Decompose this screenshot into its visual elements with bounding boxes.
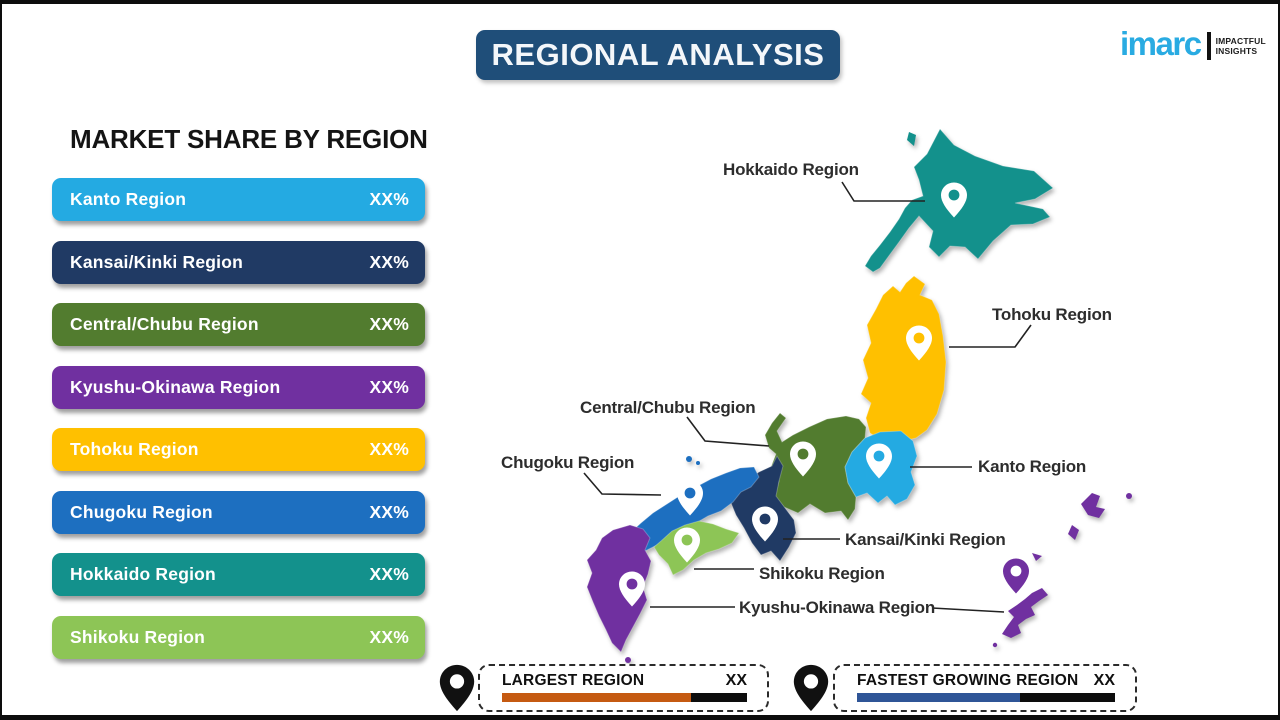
okinawa-pin-icon <box>1003 558 1029 594</box>
fastest-region-pin-icon <box>793 664 829 712</box>
region-label: Kyushu-Okinawa Region <box>70 376 281 397</box>
map-label-central-chubu: Central/Chubu Region <box>580 398 756 417</box>
kyushu-pin-icon <box>619 571 645 607</box>
okinawa-island-shape <box>1002 588 1048 638</box>
map-label-kansai-kinki: Kansai/Kinki Region <box>845 530 1006 549</box>
region-label: Kansai/Kinki Region <box>70 251 243 272</box>
market-share-row-kanto: Kanto Region XX% <box>52 178 425 221</box>
market-share-row-chubu: Central/Chubu Region XX% <box>52 303 425 346</box>
region-label: Central/Chubu Region <box>70 314 259 334</box>
okinawa-islet-shape <box>1032 553 1042 561</box>
largest-region-bar <box>502 693 747 702</box>
map-label-kyushu-okinawa: Kyushu-Okinawa Region <box>739 598 936 617</box>
region-label: Hokkaido Region <box>70 564 216 584</box>
region-value: XX% <box>369 251 409 272</box>
largest-region-legend: LARGEST REGION XX <box>478 664 769 712</box>
market-share-row-kansai: Kansai/Kinki Region XX% <box>52 240 425 284</box>
kyushu-islet-shape <box>625 657 631 663</box>
region-value: XX% <box>369 564 409 584</box>
hokkaido-pin-icon <box>941 182 967 218</box>
largest-region-label: LARGEST REGION <box>502 672 645 689</box>
region-label: Chugoku Region <box>70 501 213 522</box>
region-value: XX% <box>369 501 409 522</box>
market-share-row-kyushu: Kyushu-Okinawa Region XX% <box>52 365 425 409</box>
chubu-region-shape <box>764 412 867 521</box>
kanto-pin-icon <box>866 443 892 479</box>
amami-islands-shape <box>1081 493 1105 518</box>
largest-region-bar-fill <box>502 693 691 702</box>
logo-divider <box>1206 32 1211 60</box>
market-share-row-tohoku: Tohoku Region XX% <box>52 428 425 471</box>
kanto-region-shape <box>844 430 918 506</box>
tohoku-pin-icon <box>906 325 932 361</box>
fastest-region-bar-fill <box>857 693 1020 702</box>
largest-region-value: XX <box>725 672 747 689</box>
okinawa-islet-shape <box>992 642 998 648</box>
region-value: XX% <box>369 376 409 397</box>
logo-tagline-line2: INSIGHTS <box>1215 45 1258 56</box>
chugoku-region-shape <box>618 466 760 557</box>
shikoku-region-shape <box>653 520 740 576</box>
market-share-row-chugoku: Chugoku Region XX% <box>52 490 425 534</box>
market-share-heading: MARKET SHARE BY REGION <box>70 124 428 154</box>
market-share-row-shikoku: Shikoku Region XX% <box>52 615 425 659</box>
hokkaido-islet-shape <box>907 132 916 146</box>
shikoku-pin-icon <box>674 527 700 563</box>
market-share-list: Kanto Region XX% Kansai/Kinki Region XX%… <box>52 178 425 659</box>
amami-islet-shape <box>1126 493 1132 499</box>
region-value: XX% <box>369 189 409 209</box>
region-value: XX% <box>369 439 409 459</box>
region-value: XX% <box>369 314 409 334</box>
page-title: REGIONAL ANALYSIS <box>491 37 825 72</box>
hokkaido-region-shape <box>864 128 1054 273</box>
chugoku-pin-icon <box>677 480 703 516</box>
kansai-region-shape <box>730 454 797 562</box>
region-label: Kanto Region <box>70 189 187 209</box>
tohoku-region-shape <box>860 275 947 443</box>
oki-islands-shape <box>696 461 700 465</box>
logo-tagline-line1: IMPACTFUL <box>1215 36 1266 46</box>
map-label-tohoku: Tohoku Region <box>992 305 1112 324</box>
chubu-connector-line <box>686 416 770 447</box>
kyushu-region-shape <box>586 524 652 653</box>
map-label-chugoku: Chugoku Region <box>501 453 635 472</box>
fastest-growing-region-legend: FASTEST GROWING REGION XX <box>833 664 1137 712</box>
region-label: Tohoku Region <box>70 439 199 459</box>
largest-region-pin-icon <box>439 664 475 712</box>
tohoku-connector-line <box>949 324 1032 348</box>
hokkaido-connector-line <box>841 181 925 202</box>
amami-islet-shape <box>1068 525 1079 540</box>
region-label: Shikoku Region <box>70 626 206 647</box>
fastest-region-bar <box>857 693 1115 702</box>
kansai-pin-icon <box>752 506 778 542</box>
fastest-region-label: FASTEST GROWING REGION <box>857 672 1079 689</box>
imarc-logo: imarc IMPACTFUL INSIGHTS <box>1120 26 1266 60</box>
fastest-region-value: XX <box>1093 672 1115 689</box>
chubu-pin-icon <box>790 441 816 477</box>
page-title-banner: REGIONAL ANALYSIS <box>476 30 840 80</box>
kyushu-okinawa-connector-line-right <box>931 607 1005 613</box>
imarc-brand-text: imarc <box>1120 24 1202 62</box>
map-label-hokkaido: Hokkaido Region <box>723 160 859 179</box>
map-label-shikoku: Shikoku Region <box>759 564 885 583</box>
market-share-row-hokkaido: Hokkaido Region XX% <box>52 553 425 596</box>
chugoku-connector-line <box>583 472 662 496</box>
oki-islands-shape <box>686 456 692 462</box>
map-label-kanto: Kanto Region <box>978 457 1087 476</box>
logo-tagline: IMPACTFUL INSIGHTS <box>1215 36 1266 56</box>
region-value: XX% <box>369 626 409 647</box>
